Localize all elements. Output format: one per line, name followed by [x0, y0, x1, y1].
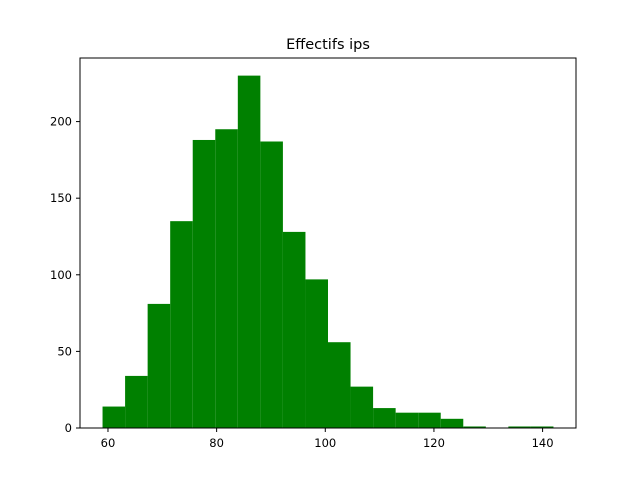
histogram-bar: [215, 129, 238, 428]
y-tick-label: 200: [50, 115, 72, 129]
histogram-bar: [170, 221, 193, 428]
x-tick-label: 120: [423, 436, 445, 450]
histogram-bar: [237, 75, 261, 428]
histogram-bar: [192, 139, 216, 429]
histogram-bar: [125, 375, 148, 428]
x-tick-label: 60: [101, 436, 116, 450]
histogram-bar: [282, 231, 306, 428]
histogram-bar: [147, 303, 171, 428]
histogram-bar: [350, 386, 374, 428]
y-tick-label: 50: [57, 344, 72, 358]
x-axis: 60 80 100 120 140: [101, 428, 554, 450]
histogram-bar: [373, 408, 396, 428]
x-tick-label: 100: [314, 436, 336, 450]
histogram-bar: [440, 418, 464, 428]
plot-frame: [79, 57, 577, 429]
histogram-bar: [102, 406, 126, 428]
y-tick-label: 0: [65, 421, 72, 435]
histogram-bar: [328, 342, 351, 428]
histogram-bar: [305, 279, 328, 428]
histogram-bar: [508, 426, 531, 428]
histogram-bar: [463, 426, 486, 428]
histogram-bar: [395, 412, 419, 428]
x-tick-label: 80: [209, 436, 224, 450]
bars-group: [102, 75, 554, 429]
y-tick-label: 150: [50, 191, 72, 205]
y-axis: 0 50 100 150 200: [50, 115, 80, 435]
x-tick-label: 140: [532, 436, 554, 450]
histogram-bar: [260, 141, 283, 428]
histogram-bar: [418, 412, 441, 428]
y-tick-label: 100: [50, 268, 72, 282]
histogram-bar: [530, 426, 554, 428]
chart-title: Effectifs ips: [286, 37, 370, 53]
